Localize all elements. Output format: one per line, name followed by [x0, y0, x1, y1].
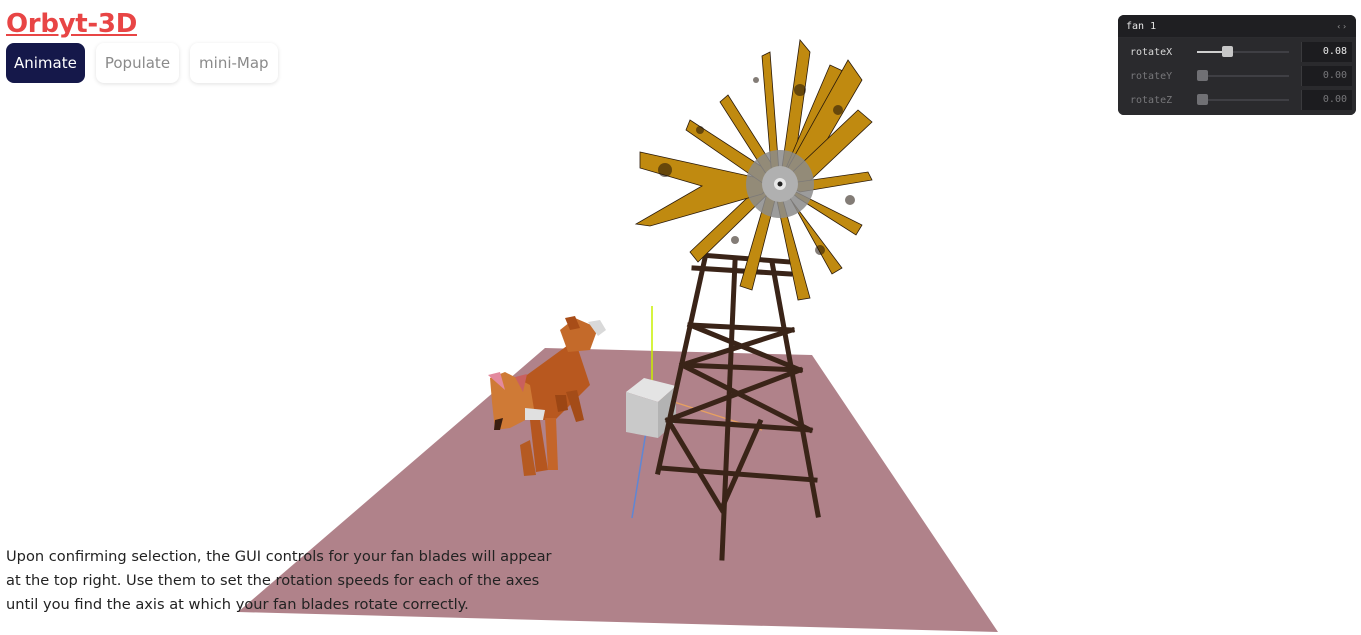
rotate-z-value[interactable]: 0.00 — [1301, 90, 1352, 110]
fan-blade-stains — [658, 77, 855, 255]
rotate-x-slider[interactable] — [1197, 43, 1289, 61]
control-label: rotateY — [1130, 70, 1173, 82]
toolbar: Animate Populate mini-Map — [6, 43, 278, 83]
slider-fill — [1197, 51, 1222, 53]
populate-button[interactable]: Populate — [95, 43, 180, 83]
control-rotate-x: rotateX 0.08 — [1118, 40, 1356, 64]
control-rotate-y: rotateY 0.00 — [1118, 64, 1356, 88]
slider-knob[interactable] — [1221, 46, 1233, 57]
windmill-tower — [655, 252, 821, 561]
mini-map-button[interactable]: mini-Map — [190, 43, 278, 83]
collapse-icon[interactable]: ‹› — [1336, 21, 1348, 31]
rotate-y-value[interactable]: 0.00 — [1301, 66, 1352, 86]
slider-track — [1197, 99, 1289, 101]
gui-title-bar[interactable]: fan 1 ‹› — [1118, 15, 1356, 38]
app-title-link[interactable]: Orbyt-3D — [6, 9, 137, 39]
control-label: rotateZ — [1130, 94, 1173, 106]
slider-track — [1197, 51, 1289, 53]
control-rotate-z: rotateZ 0.00 — [1118, 88, 1356, 112]
fan-hub — [746, 150, 814, 218]
slider-knob[interactable] — [1197, 94, 1208, 105]
fox-model — [488, 316, 606, 476]
animate-button[interactable]: Animate — [6, 43, 85, 83]
slider-track — [1197, 75, 1289, 77]
gui-controls: rotateX 0.08 rotateY 0.00 rotateZ — [1118, 38, 1356, 115]
gui-title: fan 1 — [1126, 20, 1157, 32]
instruction-text: Upon confirming selection, the GUI contr… — [6, 548, 552, 613]
gui-panel: fan 1 ‹› rotateX 0.08 rotateY 0.00 rotat… — [1118, 15, 1356, 115]
ground-plane — [238, 348, 998, 632]
rotate-z-slider[interactable] — [1197, 91, 1289, 109]
rotate-x-value[interactable]: 0.08 — [1301, 42, 1352, 62]
control-label: rotateX — [1130, 46, 1173, 58]
slider-knob[interactable] — [1197, 70, 1208, 81]
rotate-y-slider[interactable] — [1197, 67, 1289, 85]
selection-cube — [626, 378, 676, 438]
